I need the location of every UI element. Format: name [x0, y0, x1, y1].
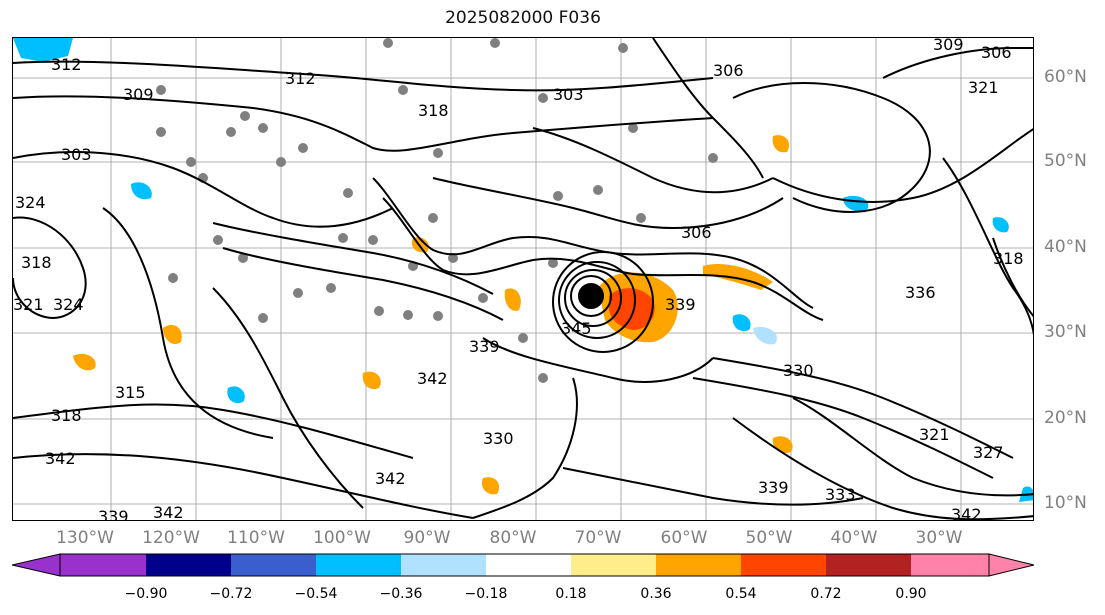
contour-label: 345: [561, 319, 592, 338]
contour-label: 339: [665, 295, 696, 314]
contour-label: 318: [993, 249, 1024, 268]
lon-label: 30°W: [915, 528, 963, 548]
map-panel: 312 309 303 312 318 303 306 309 306 321 …: [12, 37, 1034, 521]
shaded-field: [13, 38, 1033, 502]
contour-label: 342: [417, 369, 448, 388]
colorbar-tick: 0.18: [555, 586, 587, 602]
contour-label: 312: [285, 69, 316, 88]
lat-label: 50°N: [1044, 151, 1087, 171]
colorbar-tick: −0.90: [124, 586, 168, 602]
contour-label: 303: [61, 145, 92, 164]
contour-label: 330: [483, 429, 514, 448]
gray-dots: [156, 38, 718, 383]
contour-label: 306: [713, 61, 744, 80]
contour-label: 324: [53, 295, 84, 314]
contour-label: 318: [51, 406, 82, 425]
contour-label: 333: [825, 485, 856, 504]
lon-label: 80°W: [489, 528, 537, 548]
contour-label: 315: [115, 383, 146, 402]
colorbar-tick: −0.54: [294, 586, 338, 602]
lat-label: 10°N: [1044, 493, 1087, 513]
contour-label: 342: [153, 503, 184, 521]
lat-label: 30°N: [1044, 322, 1087, 342]
contour-label: 318: [418, 101, 449, 120]
lat-label: 20°N: [1044, 408, 1087, 428]
graticule: [13, 38, 1033, 520]
contour-label: 318: [21, 253, 52, 272]
colorbar: [12, 553, 1035, 577]
colorbar-bin: [60, 554, 146, 576]
lon-label: 70°W: [574, 528, 622, 548]
colorbar-bin: [231, 554, 316, 576]
colorbar-tick: 0.72: [810, 586, 842, 602]
contour-label: 321: [919, 425, 950, 444]
contour-label: 339: [469, 337, 500, 356]
contour-label: 309: [933, 38, 964, 54]
contour-label: 321: [13, 295, 44, 314]
colorbar-tick: −0.72: [209, 586, 253, 602]
colorbar-tick: −0.18: [464, 586, 508, 602]
colorbar-bin: [826, 554, 911, 576]
lon-label: 120°W: [142, 528, 200, 548]
contour-label: 306: [681, 223, 712, 242]
colorbar-tick: 0.54: [725, 586, 757, 602]
storm-center: [552, 251, 654, 353]
contour-label: 309: [123, 85, 154, 104]
contour-value-labels: 312 309 303 312 318 303 306 309 306 321 …: [13, 38, 1024, 521]
lon-label: 50°W: [745, 528, 793, 548]
colorbar-extend-high: [988, 553, 1035, 577]
contour-label: 342: [45, 449, 76, 468]
contour-label: 321: [968, 78, 999, 97]
lat-label: 40°N: [1044, 237, 1087, 257]
colorbar-bin: [571, 554, 656, 576]
lat-label: 60°N: [1044, 67, 1087, 87]
contour-label: 342: [951, 505, 982, 521]
map-canvas: 312 309 303 312 318 303 306 309 306 321 …: [13, 38, 1033, 521]
colorbar-bin: [486, 554, 571, 576]
colorbar-tick: 0.90: [895, 586, 927, 602]
lon-label: 110°W: [227, 528, 285, 548]
lon-label: 100°W: [313, 528, 371, 548]
lon-label: 60°W: [660, 528, 708, 548]
contour-label: 306: [981, 43, 1012, 62]
contour-label: 339: [98, 507, 129, 521]
contour-label: 342: [375, 469, 406, 488]
colorbar-bin: [911, 554, 989, 576]
contour-lines: [13, 38, 1033, 520]
contour-label: 303: [553, 85, 584, 104]
contour-label: 327: [973, 443, 1004, 462]
colorbar-bin: [401, 554, 486, 576]
colorbar-extend-low: [12, 553, 61, 577]
colorbar-bin: [741, 554, 826, 576]
colorbar-tick: −0.36: [379, 586, 423, 602]
contour-label: 339: [758, 478, 789, 497]
lon-label: 130°W: [56, 528, 114, 548]
colorbar-bin: [656, 554, 741, 576]
contour-label: 324: [15, 193, 46, 212]
map-title: 2025082000 F036: [445, 8, 601, 28]
contour-label: 312: [51, 55, 82, 74]
lon-label: 90°W: [403, 528, 451, 548]
colorbar-bin: [146, 554, 231, 576]
contour-label: 336: [905, 283, 936, 302]
colorbar-bin: [316, 554, 401, 576]
colorbar-tick: 0.36: [640, 586, 672, 602]
contour-label: 330: [783, 361, 814, 380]
lon-label: 40°W: [830, 528, 878, 548]
